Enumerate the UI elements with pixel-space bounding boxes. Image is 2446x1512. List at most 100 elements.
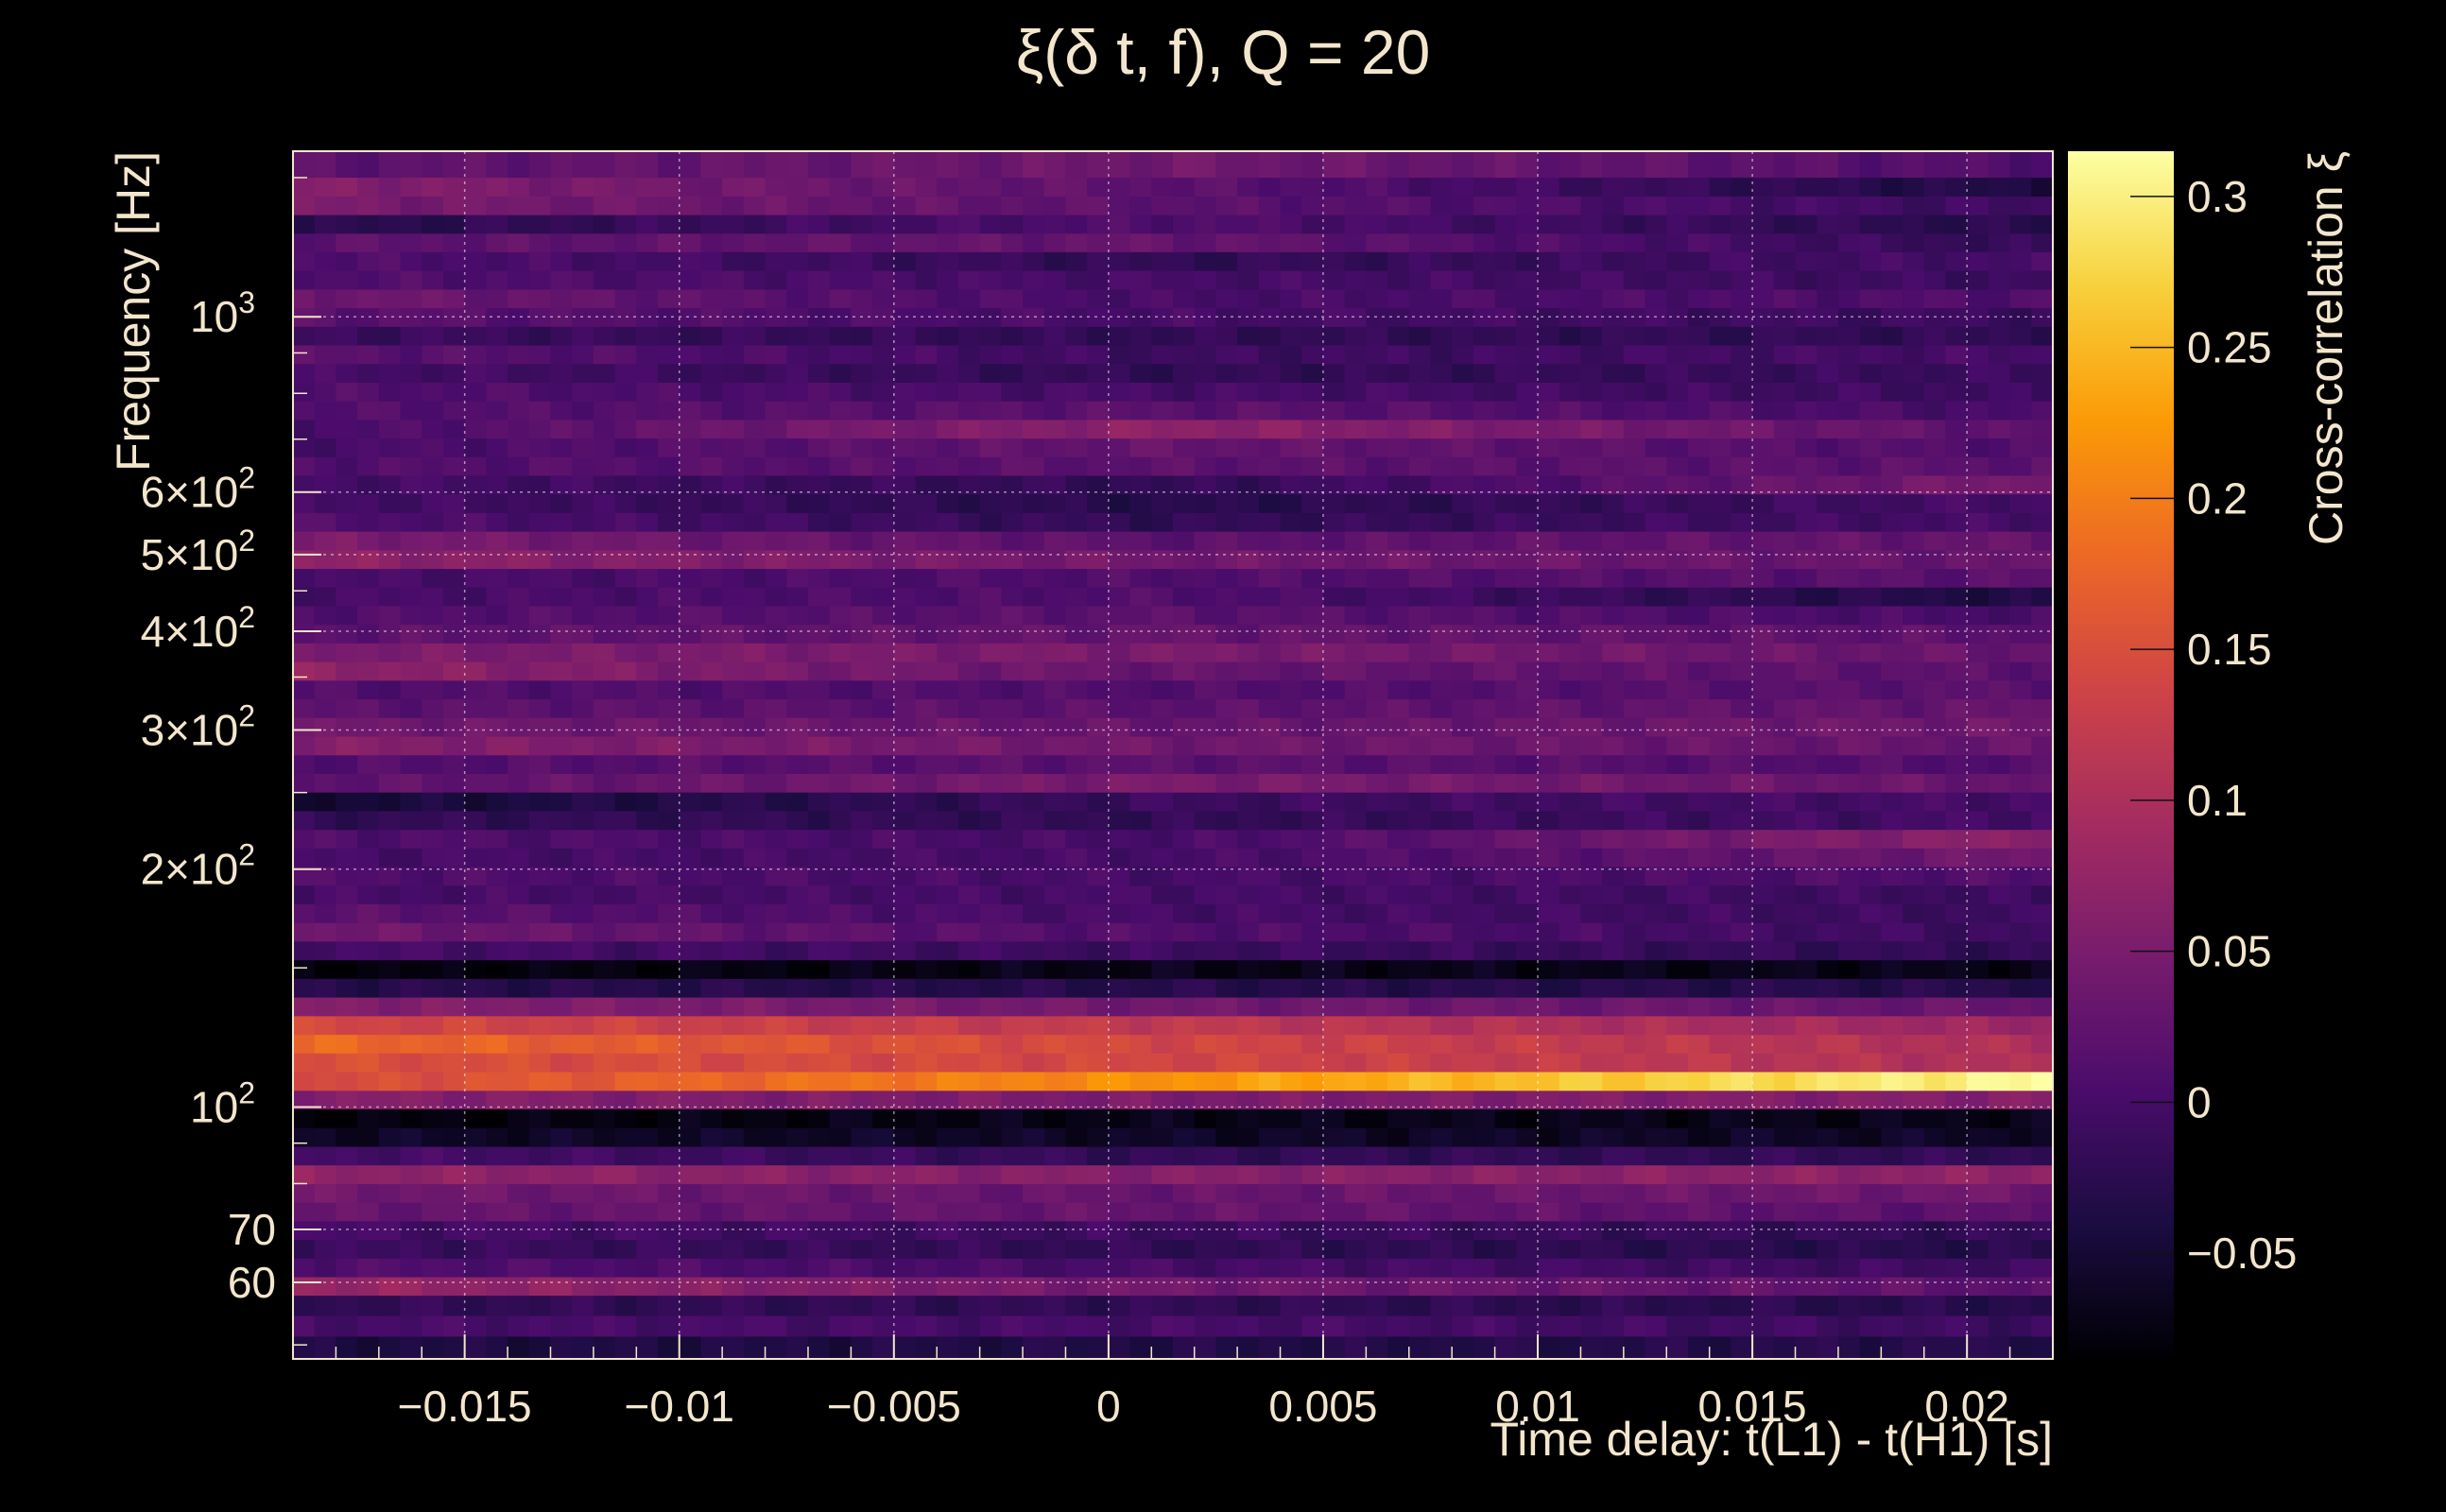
heatmap-cell [1773, 959, 1797, 979]
heatmap-cell [1903, 456, 1925, 476]
heatmap-cell [765, 1090, 787, 1109]
heatmap-cell [1215, 549, 1238, 570]
heatmap-cell [1494, 829, 1517, 849]
heatmap-cell [1709, 978, 1731, 998]
heatmap-cell [1430, 903, 1453, 923]
heatmap-cell [1129, 867, 1152, 886]
heatmap-cell [1387, 568, 1410, 588]
heatmap-cell [722, 1145, 745, 1166]
heatmap-cell [314, 288, 337, 309]
heatmap-cell [1752, 1314, 1775, 1337]
heatmap-cell [486, 288, 508, 309]
heatmap-cell [550, 959, 573, 979]
heatmap-cell [1645, 1071, 1667, 1091]
heatmap-cell [1580, 549, 1603, 570]
heatmap-cell [314, 940, 337, 961]
heatmap-cell [1623, 474, 1646, 495]
heatmap-cell [1322, 1335, 1346, 1360]
heatmap-cell [1065, 1145, 1088, 1166]
heatmap-cell [1731, 251, 1753, 271]
heatmap-cell [1408, 959, 1432, 979]
heatmap-cell [1903, 474, 1925, 495]
heatmap-cell [1387, 829, 1410, 849]
heatmap-cell [2009, 754, 2032, 774]
heatmap-cell [1837, 326, 1861, 346]
heatmap-cell [1967, 251, 1990, 271]
heatmap-cell [1645, 568, 1667, 588]
heatmap-cell [1494, 1164, 1517, 1185]
heatmap-cell [2009, 773, 2032, 793]
heatmap-cell [2009, 792, 2032, 812]
heatmap-cell [486, 1034, 508, 1054]
heatmap-cell [1837, 624, 1861, 644]
heatmap-cell [1923, 1108, 1947, 1128]
heatmap-cell [1194, 867, 1217, 886]
heatmap-cell [1215, 605, 1238, 626]
heatmap-cell [1065, 1183, 1088, 1203]
heatmap-cell [442, 754, 466, 774]
heatmap-cell [1408, 679, 1432, 700]
heatmap-cell [937, 1015, 959, 1036]
heatmap-cell [1602, 679, 1625, 700]
heatmap-cell [1709, 1071, 1731, 1091]
heatmap-cell [528, 215, 552, 234]
heatmap-cell [1408, 1090, 1432, 1109]
heatmap-cell [1473, 401, 1496, 421]
heatmap-cell [400, 456, 422, 476]
heatmap-cell [1151, 1239, 1174, 1259]
heatmap-cell [1151, 270, 1174, 290]
heatmap-cell [1087, 232, 1110, 252]
heatmap-cell [422, 643, 444, 662]
heatmap-cell [2009, 829, 2032, 849]
heatmap-cell [1473, 307, 1496, 327]
heatmap-cell [508, 922, 530, 942]
heatmap-cell [1923, 959, 1947, 979]
heatmap-cell [550, 474, 573, 495]
heatmap-cell [2009, 251, 2032, 271]
heatmap-cell [1795, 848, 1817, 868]
heatmap-cell [1322, 288, 1346, 309]
heatmap-cell [851, 474, 873, 495]
heatmap-cell [1473, 363, 1496, 383]
heatmap-cell [658, 643, 680, 662]
heatmap-cell [1666, 1295, 1689, 1316]
heatmap-cell [1752, 493, 1775, 513]
heatmap-cell [378, 997, 402, 1017]
heatmap-cell [572, 698, 594, 718]
heatmap-cell [1194, 1276, 1217, 1297]
heatmap-cell [1387, 1314, 1410, 1337]
heatmap-cell [1709, 754, 1731, 774]
heatmap-cell [658, 251, 680, 271]
heatmap-cell [1538, 1127, 1560, 1147]
heatmap-cell [1430, 401, 1453, 421]
heatmap-cell [1859, 1183, 1882, 1203]
heatmap-cell [1129, 848, 1152, 868]
heatmap-cell [765, 270, 787, 290]
heatmap-cell [1516, 848, 1539, 868]
heatmap-cell [1559, 587, 1582, 607]
heatmap-cell [1043, 903, 1067, 923]
heatmap-cell [1709, 698, 1731, 718]
heatmap-cell [1687, 643, 1711, 662]
heatmap-cell [1173, 717, 1196, 737]
heatmap-cell [1258, 1314, 1282, 1337]
heatmap-cell [486, 829, 508, 849]
heatmap-cell [957, 1220, 981, 1241]
heatmap-cell [1087, 438, 1110, 457]
heatmap-cell [593, 512, 616, 532]
heatmap-cell [1473, 438, 1496, 457]
heatmap-cell [1538, 829, 1560, 849]
heatmap-cell [1795, 1108, 1817, 1128]
heatmap-cell [1173, 438, 1196, 457]
heatmap-cell [1494, 568, 1517, 588]
heatmap-cell [1903, 922, 1925, 942]
heatmap-cell [1538, 363, 1560, 383]
heatmap-cell [1237, 531, 1260, 551]
heatmap-cell [1344, 382, 1367, 402]
heatmap-cell [357, 215, 380, 234]
heatmap-cell [442, 717, 466, 737]
heatmap-cell [1837, 1183, 1861, 1203]
heatmap-cell [1967, 773, 1990, 793]
heatmap-cell [1387, 1034, 1410, 1054]
